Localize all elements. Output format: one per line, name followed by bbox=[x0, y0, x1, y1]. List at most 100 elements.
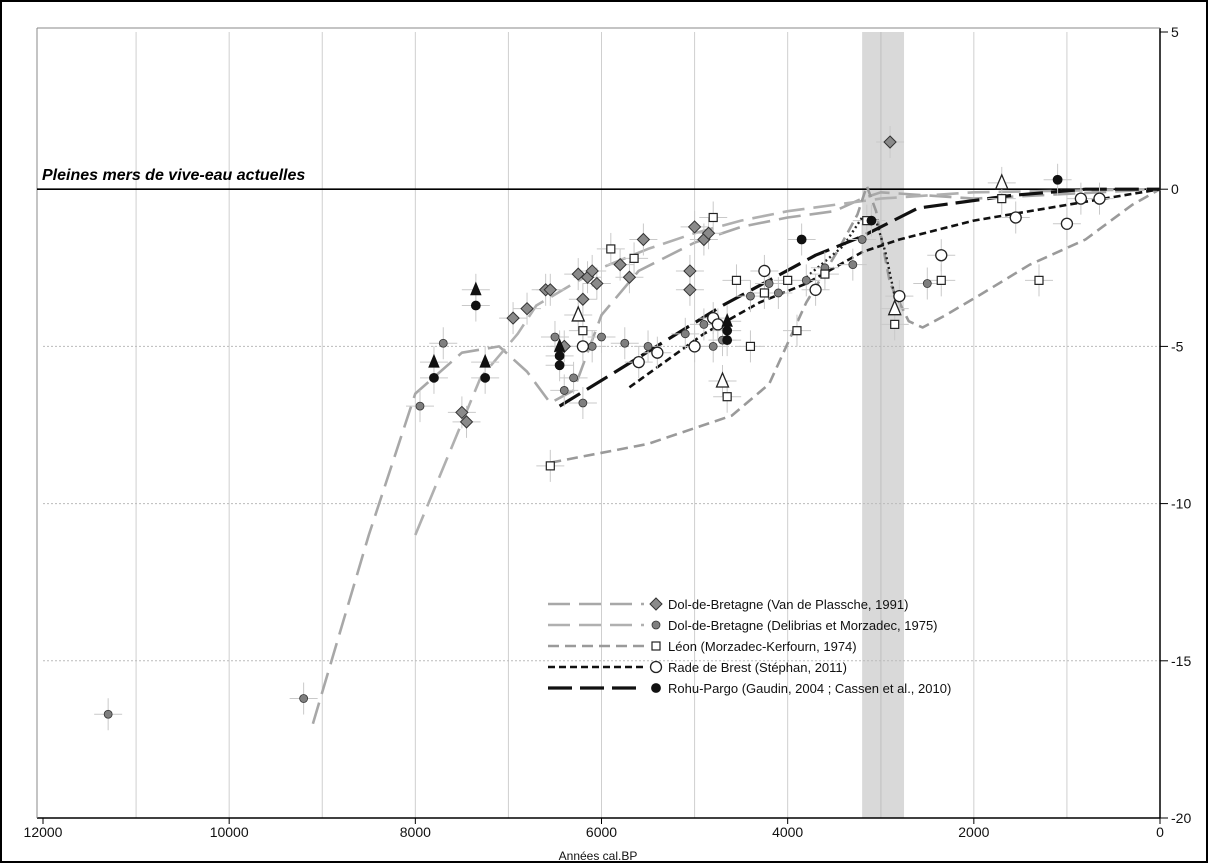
point-layer bbox=[94, 126, 1114, 731]
rohu-point bbox=[429, 372, 439, 383]
legend-label: Dol-de-Bretagne (Delibrias et Morzadec, … bbox=[668, 618, 938, 633]
leon-point bbox=[578, 326, 588, 336]
x-tick-label: 10000 bbox=[210, 824, 249, 840]
legend-swatch-marker bbox=[651, 683, 661, 693]
tri_open-point bbox=[994, 173, 1009, 190]
brest-point bbox=[809, 283, 822, 296]
dol_dm-point bbox=[680, 329, 690, 339]
brest-point bbox=[1074, 192, 1088, 205]
dol_dm-point bbox=[699, 319, 709, 329]
dol_vdp-point bbox=[585, 264, 599, 278]
brest-point bbox=[758, 264, 771, 278]
dol_dm-point bbox=[569, 373, 578, 383]
rohu-point bbox=[470, 300, 481, 311]
tri_filled-point bbox=[721, 312, 733, 327]
reference-line-label: Pleines mers de vive-eau actuelles bbox=[42, 167, 305, 184]
leon-point bbox=[783, 275, 793, 285]
y-tick-label: -5 bbox=[1171, 338, 1184, 354]
leon-point bbox=[722, 392, 732, 402]
leon-point bbox=[792, 326, 802, 336]
dol_vdp-point bbox=[590, 276, 604, 291]
legend-label: Rohu-Pargo (Gaudin, 2004 ; Cassen et al.… bbox=[668, 681, 951, 696]
x-tick-label: 0 bbox=[1156, 824, 1164, 840]
dol_dm-point bbox=[550, 332, 560, 342]
dol_vdp-point bbox=[883, 135, 897, 149]
leon-point bbox=[745, 341, 756, 351]
highlight-band bbox=[862, 32, 905, 818]
tri_filled-point bbox=[479, 353, 491, 368]
dol_vdp-point bbox=[459, 415, 474, 429]
y-tick-label: -10 bbox=[1171, 496, 1191, 512]
rohu-point bbox=[554, 350, 565, 361]
brest-point bbox=[576, 340, 590, 353]
dol_vdp-point bbox=[683, 283, 697, 297]
dol_dm-point bbox=[103, 709, 113, 719]
rohu-point bbox=[480, 372, 491, 383]
dol_vdp-point bbox=[506, 311, 520, 325]
y-tick-label: -15 bbox=[1171, 653, 1191, 669]
dol_dm-point bbox=[438, 338, 448, 348]
brest-point bbox=[688, 340, 701, 353]
y-tick-label: 0 bbox=[1171, 181, 1179, 197]
dol_dm-point bbox=[578, 398, 588, 408]
x-tick-label: 4000 bbox=[772, 824, 803, 840]
dol_dm-point bbox=[801, 275, 811, 285]
dol_dm-point bbox=[299, 694, 309, 703]
tri_open-point bbox=[887, 299, 902, 316]
dol_vdp-point bbox=[636, 232, 651, 247]
dol_dm-point bbox=[597, 332, 606, 342]
dol_dm-point bbox=[848, 260, 858, 270]
brest-point bbox=[651, 346, 664, 359]
x-tick-label: 2000 bbox=[958, 824, 989, 840]
rohu-point bbox=[1052, 174, 1063, 185]
x-tick-label: 8000 bbox=[400, 824, 431, 840]
dol_vdp-point bbox=[576, 292, 590, 306]
dol_vdp-point bbox=[543, 283, 558, 297]
brest-point bbox=[1093, 192, 1106, 205]
dol_dm-point bbox=[922, 279, 932, 288]
leon-point bbox=[997, 194, 1007, 204]
legend-label: Dol-de-Bretagne (Van de Plassche, 1991) bbox=[668, 597, 908, 612]
leon-point bbox=[820, 269, 830, 279]
leon-point bbox=[606, 244, 616, 254]
reference-line-layer: Pleines mers de vive-eau actuelles bbox=[37, 167, 1160, 190]
leon-point bbox=[890, 319, 900, 329]
rohu-point bbox=[796, 234, 807, 245]
brest-point bbox=[632, 355, 645, 369]
y-tick-label: -20 bbox=[1171, 810, 1191, 826]
legend: Dol-de-Bretagne (Van de Plassche, 1991) D… bbox=[548, 597, 951, 696]
dol_dm-point bbox=[708, 341, 718, 351]
brest_dotted bbox=[805, 216, 896, 297]
leon-point bbox=[731, 275, 742, 285]
dol_dm-point bbox=[764, 279, 774, 288]
dol_vdp-point bbox=[687, 220, 702, 234]
dol_vdp-point bbox=[455, 405, 469, 420]
dol_dm-point bbox=[857, 235, 867, 244]
dol_dm-point bbox=[620, 338, 630, 348]
dol_vdp-point bbox=[613, 257, 627, 272]
legend-swatch-marker bbox=[649, 597, 663, 611]
dol_vdp-point bbox=[683, 264, 697, 278]
dol_vdp_curve bbox=[311, 187, 1161, 725]
brest-point bbox=[1009, 211, 1022, 224]
legend-label: Léon (Morzadec-Kerfourn, 1974) bbox=[668, 639, 857, 654]
leon_curve bbox=[550, 184, 1161, 464]
tri_open-point bbox=[715, 371, 730, 388]
x-tick-label: 6000 bbox=[586, 824, 617, 840]
leon-point bbox=[708, 212, 718, 223]
dol_dm-point bbox=[773, 288, 783, 298]
dol_dm-point bbox=[746, 291, 755, 301]
rohu-point bbox=[866, 215, 877, 226]
brest-point bbox=[1060, 217, 1074, 230]
rohu-point bbox=[722, 335, 733, 346]
legend-swatch-marker bbox=[649, 660, 663, 674]
leon-point bbox=[545, 461, 555, 471]
leon-point bbox=[759, 288, 769, 298]
dol_dm_curve bbox=[414, 187, 1161, 536]
tri_filled-point bbox=[553, 338, 566, 352]
tri_filled-point bbox=[470, 281, 482, 296]
legend-swatch-marker bbox=[651, 641, 661, 651]
leon-point bbox=[936, 275, 946, 285]
